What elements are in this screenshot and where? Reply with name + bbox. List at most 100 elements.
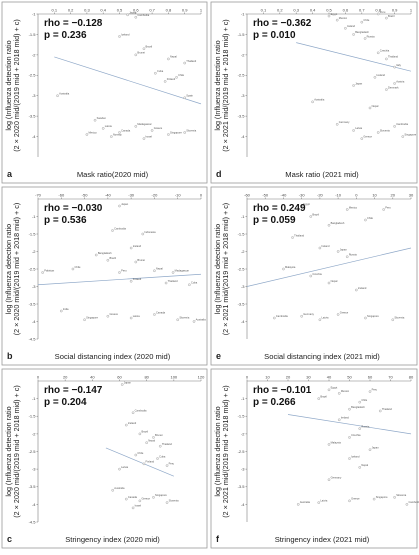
x-axis-label: Stringency index (2021 mid) bbox=[275, 535, 370, 544]
y-tick-label: -1.5 bbox=[238, 32, 246, 37]
point-label: Greece bbox=[109, 312, 118, 316]
point-label: Canada bbox=[121, 128, 131, 132]
x-tick-label: 0.2 bbox=[68, 8, 74, 13]
panel-letter: e bbox=[216, 351, 221, 361]
point-label: Peru bbox=[380, 10, 386, 14]
x-tick-label: 70 bbox=[388, 375, 393, 380]
rho-annotation: rho = −0.030 bbox=[44, 203, 103, 214]
point-label: Japan bbox=[340, 247, 348, 251]
point-label: Cambodia bbox=[276, 314, 288, 318]
point-label: Singapore bbox=[376, 495, 388, 499]
point-label: Brazil bbox=[388, 14, 395, 18]
x-tick-label: 10 bbox=[265, 375, 270, 380]
point-label: Canada bbox=[156, 310, 166, 314]
x-tick-label: 0.3 bbox=[84, 8, 90, 13]
x-tick-label: 30 bbox=[306, 375, 311, 380]
point-label: Madagascar bbox=[175, 268, 189, 272]
point-label: Thailand bbox=[168, 279, 179, 283]
point-label: Greece bbox=[351, 497, 360, 501]
x-axis-label: Mask ratio (2021 mid) bbox=[285, 170, 359, 179]
point-label: Slovenia bbox=[394, 316, 405, 320]
point-label: Brazil bbox=[141, 430, 148, 434]
x-tick-label: 0.1 bbox=[261, 8, 267, 13]
point-label: Iceland bbox=[358, 286, 367, 290]
point-label: Finland bbox=[133, 277, 142, 281]
point-label: Chile bbox=[75, 265, 81, 269]
y-tick-label: -3.5 bbox=[238, 114, 246, 119]
x-tick-label: 0.9 bbox=[182, 8, 188, 13]
p-annotation: p = 0.266 bbox=[253, 397, 296, 408]
point-label: Singapore bbox=[86, 316, 98, 320]
y-tick-label: -3.5 bbox=[238, 301, 246, 306]
point-label: Ireland bbox=[341, 416, 349, 420]
x-tick-label: -20 bbox=[152, 193, 159, 198]
x-tick-label: 0.3 bbox=[293, 8, 299, 13]
point-label: Greece bbox=[154, 126, 163, 130]
y-tick-label: -3.5 bbox=[29, 114, 37, 119]
point-label: Greece bbox=[141, 497, 150, 501]
point-label: Mexico bbox=[349, 205, 358, 209]
x-tick-label: 20 bbox=[391, 193, 396, 198]
x-tick-label: 0.9 bbox=[392, 8, 398, 13]
point-label: Slovenia bbox=[179, 316, 190, 320]
point-label: Chile bbox=[137, 451, 143, 455]
x-tick-label: -10 bbox=[335, 193, 342, 198]
x-tick-label: 0.4 bbox=[310, 8, 316, 13]
y-axis-label: (2 × 2021 mid/(2019 mid + 2018 mid) + c) bbox=[221, 203, 230, 335]
x-tick-label: 0.2 bbox=[277, 8, 283, 13]
y-tick-label: -2.5 bbox=[238, 73, 246, 78]
point-label: Greece bbox=[363, 134, 372, 138]
point-label: Finland bbox=[146, 460, 155, 464]
point-label: Brunei bbox=[137, 258, 145, 262]
point-label: Czechia bbox=[380, 49, 390, 53]
point-label: Nepal bbox=[331, 279, 338, 283]
point-label: Germany bbox=[331, 476, 342, 480]
point-label: Japan bbox=[124, 380, 132, 384]
x-tick-label: -30 bbox=[299, 193, 306, 198]
p-annotation: p = 0.204 bbox=[44, 397, 87, 408]
point-label: Singapore bbox=[367, 314, 379, 318]
point-label: Bangladesh bbox=[331, 221, 345, 225]
point-label: Iceland bbox=[121, 32, 130, 36]
y-axis-label: (2 × 2021 mid/(2019 mid + 2018 mid) + c) bbox=[221, 385, 230, 517]
point-label: Latvia bbox=[121, 465, 128, 469]
point-label: Cambodia bbox=[409, 500, 419, 504]
point-label: Czechia bbox=[351, 433, 361, 437]
y-tick-label: -2.5 bbox=[29, 73, 37, 78]
point-label: Singapore bbox=[155, 493, 167, 497]
point-label: Peru bbox=[169, 461, 175, 465]
panel-letter: b bbox=[7, 351, 13, 361]
y-tick-label: -1.5 bbox=[29, 414, 37, 419]
x-tick-label: -40 bbox=[105, 193, 112, 198]
x-axis-label: Stringency index (2020 mid) bbox=[65, 535, 160, 544]
p-annotation: p = 0.059 bbox=[253, 215, 296, 226]
point-label: Iceland bbox=[351, 454, 360, 458]
point-label: Chile bbox=[178, 73, 184, 77]
panel-letter: c bbox=[7, 534, 12, 544]
point-label: Japan bbox=[129, 11, 137, 15]
point-label: Japan bbox=[355, 81, 363, 85]
x-axis-label: Social distancing index (2020 mid) bbox=[55, 352, 171, 361]
point-label: Ireland bbox=[347, 24, 355, 28]
point-label: Israel bbox=[146, 134, 153, 138]
point-label: Spain bbox=[186, 94, 193, 98]
point-label: Cuba bbox=[157, 69, 164, 73]
point-label: Cuba bbox=[191, 281, 198, 285]
point-label: Singapore bbox=[404, 132, 416, 136]
point-label: Russia bbox=[349, 253, 357, 257]
x-tick-label: 60 bbox=[368, 375, 373, 380]
point-label: Egypt bbox=[331, 386, 338, 390]
y-tick-label: -3.5 bbox=[29, 484, 37, 489]
x-tick-label: 40 bbox=[90, 375, 95, 380]
point-label: Slovenia bbox=[186, 128, 197, 132]
p-annotation: p = 0.236 bbox=[44, 30, 87, 41]
x-tick-label: 100 bbox=[170, 375, 177, 380]
rho-annotation: rho = 0.249 bbox=[253, 203, 306, 214]
point-label: Chile bbox=[361, 398, 367, 402]
point-label: Peru bbox=[385, 205, 391, 209]
